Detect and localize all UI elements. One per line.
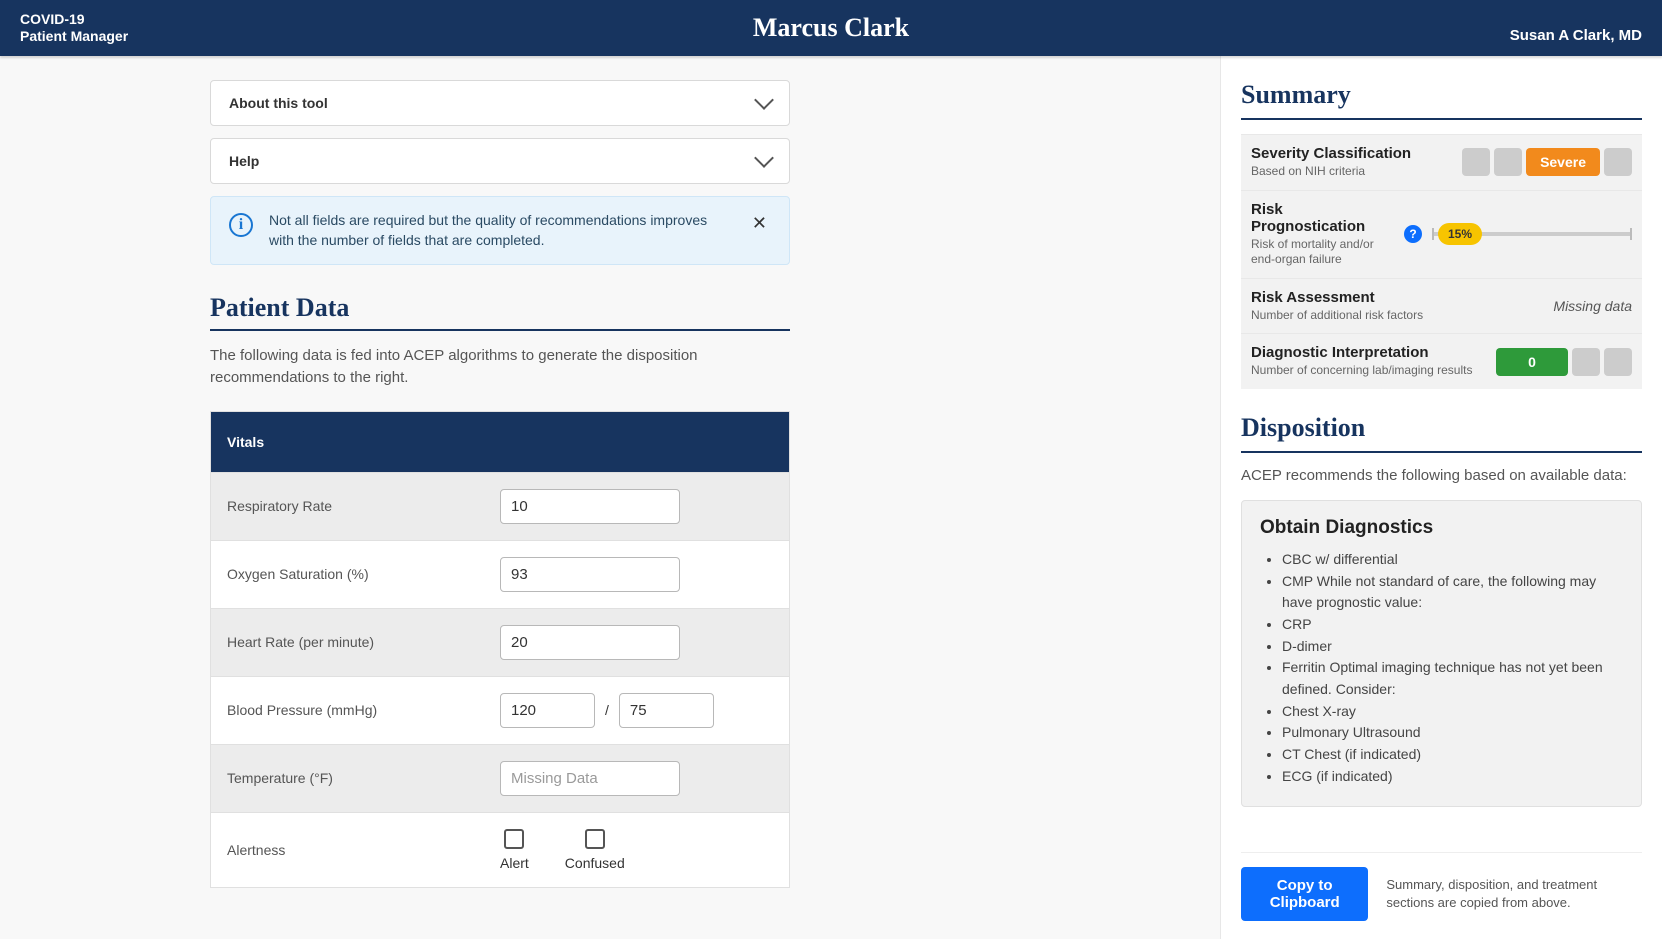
- app-header: COVID-19 Patient Manager Marcus Clark Su…: [0, 0, 1662, 56]
- chevron-down-icon: [754, 90, 774, 110]
- summary-panel: Summary Severity Classification Based on…: [1220, 56, 1662, 939]
- disposition-item: CBC w/ differential: [1282, 549, 1623, 571]
- diag-block: [1572, 348, 1600, 376]
- row-oxygen-sat: Oxygen Saturation (%): [211, 540, 789, 608]
- risk-assessment-label: Risk Assessment: [1251, 289, 1543, 306]
- vitals-header: Vitals: [211, 412, 789, 472]
- severity-sub: Based on NIH criteria: [1251, 164, 1452, 180]
- disposition-item: ECG (if indicated): [1282, 766, 1623, 788]
- severity-blocks: Severe: [1462, 148, 1632, 176]
- severity-block: [1462, 148, 1490, 176]
- checkbox-confused[interactable]: [585, 829, 605, 849]
- label-oxygen-sat: Oxygen Saturation (%): [227, 566, 500, 582]
- app-title-line1: COVID-19: [20, 11, 128, 28]
- input-heart-rate[interactable]: [500, 625, 680, 660]
- disposition-card-title: Obtain Diagnostics: [1260, 517, 1623, 539]
- close-icon[interactable]: ✕: [748, 211, 771, 236]
- label-heart-rate: Heart Rate (per minute): [227, 634, 500, 650]
- divider: [1241, 451, 1642, 453]
- disposition-intro: ACEP recommends the following based on a…: [1241, 467, 1642, 484]
- disposition-item: CRP: [1282, 614, 1623, 636]
- disposition-item: CT Chest (if indicated): [1282, 744, 1623, 766]
- chevron-down-icon: [754, 148, 774, 168]
- input-bp-diastolic[interactable]: [619, 693, 714, 728]
- copy-to-clipboard-button[interactable]: Copy to Clipboard: [1241, 867, 1368, 921]
- row-blood-pressure: Blood Pressure (mmHg) /: [211, 676, 789, 744]
- help-label: Help: [229, 153, 259, 169]
- patient-name: Marcus Clark: [753, 13, 909, 43]
- summary-severity: Severity Classification Based on NIH cri…: [1241, 134, 1642, 190]
- about-accordion[interactable]: About this tool: [210, 80, 790, 126]
- app-title-line2: Patient Manager: [20, 28, 128, 45]
- about-label: About this tool: [229, 95, 328, 111]
- diag-blocks: 0: [1496, 348, 1632, 376]
- diag-interp-label: Diagnostic Interpretation: [1251, 344, 1486, 361]
- label-respiratory-rate: Respiratory Rate: [227, 498, 500, 514]
- current-user: Susan A Clark, MD: [1510, 27, 1642, 48]
- row-heart-rate: Heart Rate (per minute): [211, 608, 789, 676]
- label-alert-option: Alert: [500, 855, 529, 871]
- patient-data-intro: The following data is fed into ACEP algo…: [210, 345, 790, 389]
- risk-label: Risk Prognostication: [1251, 201, 1394, 235]
- severity-block: [1604, 148, 1632, 176]
- risk-assessment-sub: Number of additional risk factors: [1251, 308, 1543, 324]
- diag-active: 0: [1496, 348, 1568, 376]
- input-oxygen-sat[interactable]: [500, 557, 680, 592]
- risk-slider: 15%: [1432, 220, 1632, 248]
- disposition-card: Obtain Diagnostics CBC w/ differentialCM…: [1241, 500, 1642, 807]
- divider: [210, 329, 790, 331]
- help-icon[interactable]: ?: [1404, 225, 1422, 243]
- label-alertness: Alertness: [227, 842, 500, 858]
- label-temperature: Temperature (°F): [227, 770, 500, 786]
- disposition-item: Pulmonary Ultrasound: [1282, 722, 1623, 744]
- side-footer: Copy to Clipboard Summary, disposition, …: [1241, 852, 1642, 939]
- severity-block: [1494, 148, 1522, 176]
- severity-active: Severe: [1526, 148, 1600, 176]
- app-logo: COVID-19 Patient Manager: [20, 11, 128, 45]
- summary-risk-assessment: Risk Assessment Number of additional ris…: [1241, 278, 1642, 334]
- section-title-summary: Summary: [1241, 80, 1642, 110]
- checkbox-alert[interactable]: [504, 829, 524, 849]
- risk-sub: Risk of mortality and/or end-organ failu…: [1251, 237, 1394, 268]
- disposition-item: CMP While not standard of care, the foll…: [1282, 571, 1623, 614]
- diag-block: [1604, 348, 1632, 376]
- input-bp-systolic[interactable]: [500, 693, 595, 728]
- severity-label: Severity Classification: [1251, 145, 1452, 162]
- info-text: Not all fields are required but the qual…: [269, 211, 732, 250]
- input-respiratory-rate[interactable]: [500, 489, 680, 524]
- help-accordion[interactable]: Help: [210, 138, 790, 184]
- info-banner: i Not all fields are required but the qu…: [210, 196, 790, 265]
- section-title-disposition: Disposition: [1241, 413, 1642, 443]
- label-confused-option: Confused: [565, 855, 625, 871]
- diag-interp-sub: Number of concerning lab/imaging results: [1251, 363, 1486, 379]
- disposition-item: Chest X-ray: [1282, 701, 1623, 723]
- vitals-card: Vitals Respiratory Rate Oxygen Saturatio…: [210, 411, 790, 888]
- row-respiratory-rate: Respiratory Rate: [211, 472, 789, 540]
- disposition-item: D-dimer: [1282, 636, 1623, 658]
- label-blood-pressure: Blood Pressure (mmHg): [227, 702, 500, 718]
- risk-pill: 15%: [1438, 223, 1482, 245]
- row-temperature: Temperature (°F): [211, 744, 789, 812]
- info-icon: i: [229, 213, 253, 237]
- disposition-list: CBC w/ differentialCMP While not standar…: [1260, 549, 1623, 788]
- row-alertness: Alertness Alert Confused: [211, 812, 789, 887]
- risk-assessment-value: Missing data: [1553, 298, 1632, 314]
- section-title-patient-data: Patient Data: [210, 293, 790, 323]
- summary-risk: Risk Prognostication Risk of mortality a…: [1241, 190, 1642, 278]
- input-temperature[interactable]: [500, 761, 680, 796]
- divider: [1241, 118, 1642, 120]
- bp-separator: /: [605, 702, 609, 718]
- disposition-item: Ferritin Optimal imaging technique has n…: [1282, 657, 1623, 700]
- copy-note: Summary, disposition, and treatment sect…: [1386, 876, 1642, 911]
- summary-diag-interp: Diagnostic Interpretation Number of conc…: [1241, 333, 1642, 389]
